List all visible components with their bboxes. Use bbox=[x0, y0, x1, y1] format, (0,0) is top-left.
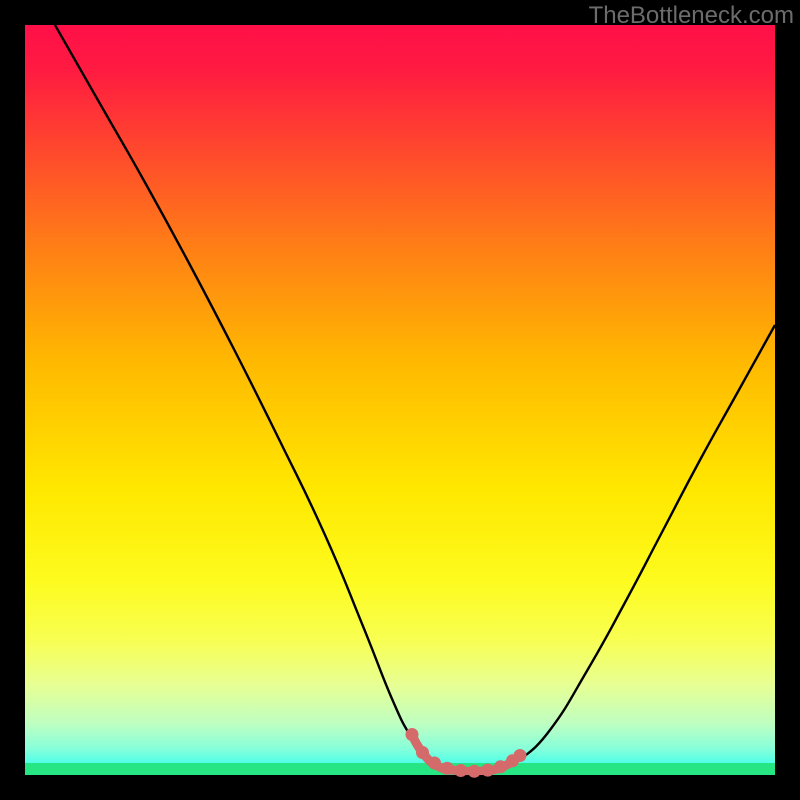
valley-marker bbox=[454, 764, 467, 777]
valley-marker bbox=[406, 728, 419, 741]
valley-marker bbox=[494, 760, 507, 773]
watermark-label: TheBottleneck.com bbox=[589, 2, 794, 30]
valley-marker bbox=[481, 764, 494, 777]
chart-frame: TheBottleneck.com bbox=[0, 0, 800, 800]
valley-marker bbox=[428, 757, 441, 770]
valley-marker bbox=[441, 762, 454, 775]
chart-bottom-band bbox=[25, 763, 775, 775]
valley-marker bbox=[416, 746, 429, 759]
valley-marker bbox=[468, 765, 481, 778]
valley-marker bbox=[514, 749, 527, 762]
chart-background bbox=[25, 25, 775, 775]
bottleneck-chart bbox=[0, 0, 800, 800]
